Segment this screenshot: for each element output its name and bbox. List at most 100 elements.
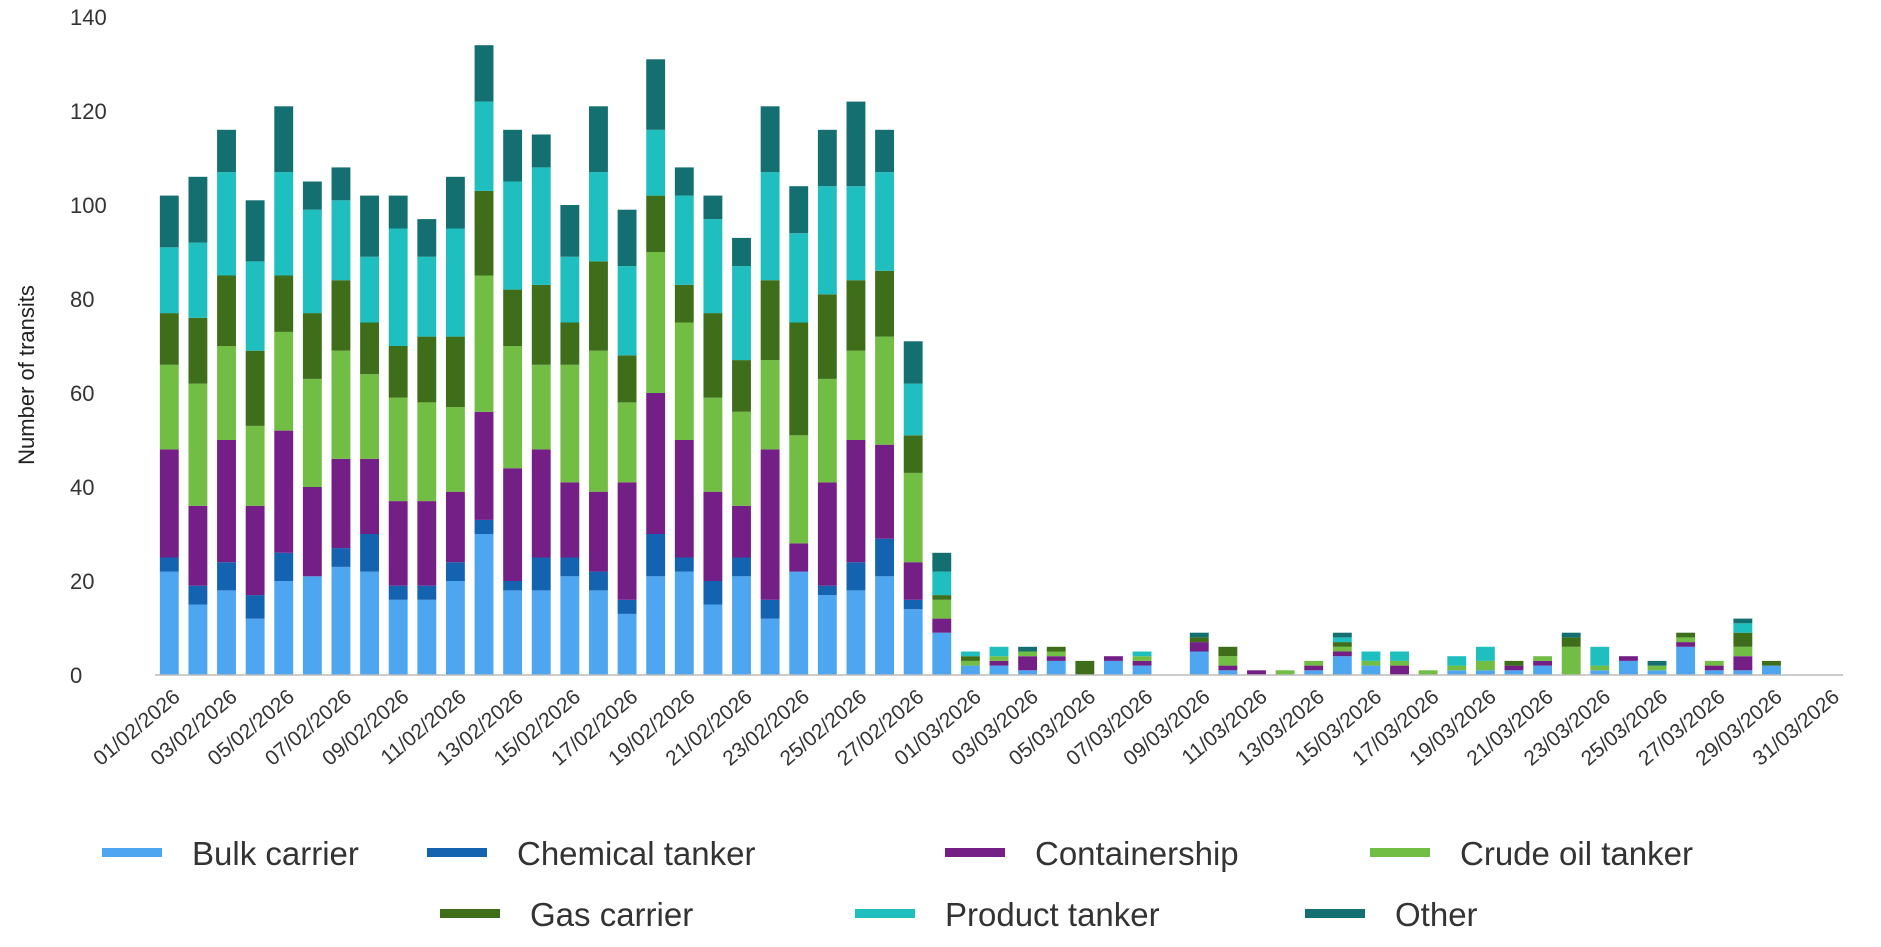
- bar-segment-other: [703, 195, 723, 220]
- bar-segment-crude-oil-tanker: [159, 364, 179, 450]
- bar-segment-product-tanker: [903, 383, 923, 436]
- bar-segment-chemical-tanker: [903, 599, 923, 610]
- bar-segment-crude-oil-tanker: [1275, 670, 1295, 675]
- bar-segment-containership: [1132, 660, 1152, 666]
- bar-segment-containership: [1704, 665, 1724, 671]
- bar-segment-gas-carrier: [1733, 632, 1753, 647]
- bar-segment-chemical-tanker: [646, 534, 666, 577]
- bar-segment-other: [846, 101, 866, 187]
- legend-label-chemical-tanker: Chemical tanker: [517, 835, 755, 872]
- bar-segment-gas-carrier: [903, 435, 923, 473]
- bar-segment-containership: [245, 505, 265, 596]
- bar-segment-product-tanker: [159, 247, 179, 314]
- bar-segment-gas-carrier: [732, 360, 751, 412]
- bar-segment-crude-oil-tanker: [503, 346, 523, 469]
- bar-segment-other: [331, 167, 351, 201]
- bar-segment-product-tanker: [417, 256, 437, 337]
- bar-segment-gas-carrier: [674, 284, 694, 323]
- bar-segment-other: [159, 195, 179, 248]
- bar-segment-crude-oil-tanker: [646, 252, 666, 393]
- bar-segment-other: [560, 205, 580, 257]
- bar-segment-gas-carrier: [875, 270, 894, 337]
- bar-segment-bulk-carrier: [1218, 670, 1238, 675]
- bar-segment-bulk-carrier: [989, 665, 1009, 675]
- legend-swatch-product-tanker: [855, 909, 915, 918]
- bar-segment-product-tanker: [245, 261, 265, 351]
- bar-segment-bulk-carrier: [1533, 665, 1553, 675]
- legend-swatch-crude-oil-tanker: [1370, 848, 1430, 857]
- bars: [159, 45, 1781, 675]
- y-tick-label: 100: [70, 193, 107, 218]
- bar-segment-product-tanker: [531, 167, 551, 285]
- bar-segment-containership: [1676, 642, 1696, 647]
- bar-segment-containership: [331, 458, 351, 549]
- bar-segment-containership: [445, 491, 465, 563]
- bar-segment-crude-oil-tanker: [960, 660, 980, 666]
- bar-segment-bulk-carrier: [1647, 670, 1667, 675]
- bar-segment-bulk-carrier: [1046, 660, 1066, 675]
- bar-segment-crude-oil-tanker: [617, 402, 637, 483]
- bar-segment-other: [474, 45, 494, 102]
- bar-segment-gas-carrier: [1762, 660, 1781, 666]
- bar-segment-gas-carrier: [817, 294, 837, 379]
- bar-segment-containership: [388, 501, 408, 586]
- bar-segment-other: [674, 167, 694, 196]
- bar-segment-gas-carrier: [388, 346, 408, 398]
- bar-segment-product-tanker: [1132, 651, 1152, 657]
- bar-segment-bulk-carrier: [1618, 660, 1638, 675]
- bar-segment-bulk-carrier: [1762, 665, 1781, 675]
- bar-segment-crude-oil-tanker: [1475, 660, 1495, 671]
- bar-segment-bulk-carrier: [360, 571, 380, 675]
- bar-segment-chemical-tanker: [760, 599, 780, 619]
- bar-segment-product-tanker: [388, 228, 408, 346]
- bar-segment-chemical-tanker: [388, 585, 408, 600]
- bar-segment-containership: [789, 543, 809, 572]
- bar-segment-containership: [1247, 670, 1266, 675]
- bar-segment-containership: [989, 660, 1009, 666]
- bar-segment-crude-oil-tanker: [1733, 646, 1753, 657]
- bar-segment-containership: [1304, 665, 1324, 671]
- bar-segment-product-tanker: [1332, 637, 1352, 643]
- bar-segment-gas-carrier: [474, 190, 494, 276]
- bar-segment-product-tanker: [302, 209, 322, 314]
- legend-swatch-containership: [945, 848, 1005, 857]
- bar-segment-bulk-carrier: [932, 632, 952, 675]
- bar-segment-gas-carrier: [846, 280, 866, 351]
- bar-segment-other: [445, 176, 465, 229]
- bar-segment-chemical-tanker: [589, 571, 608, 591]
- bar-segment-bulk-carrier: [617, 613, 637, 675]
- bar-segment-containership: [159, 449, 179, 558]
- bar-segment-chemical-tanker: [445, 562, 465, 581]
- bar-segment-chemical-tanker: [703, 581, 723, 605]
- bar-segment-other: [245, 200, 265, 262]
- y-tick-label: 140: [70, 5, 107, 30]
- bar-segment-gas-carrier: [1676, 632, 1696, 638]
- bar-segment-crude-oil-tanker: [360, 374, 380, 459]
- bar-segment-product-tanker: [188, 242, 208, 318]
- bar-segment-containership: [760, 449, 780, 600]
- bar-segment-crude-oil-tanker: [760, 360, 780, 450]
- bar-segment-gas-carrier: [417, 336, 437, 403]
- bar-segment-bulk-carrier: [760, 618, 780, 675]
- bar-segment-other: [1647, 660, 1667, 666]
- bar-segment-bulk-carrier: [903, 609, 923, 675]
- bar-segment-product-tanker: [703, 219, 723, 314]
- bar-segment-other: [302, 181, 322, 210]
- bar-segment-bulk-carrier: [1189, 651, 1209, 675]
- bar-segment-bulk-carrier: [1361, 665, 1381, 675]
- bar-segment-gas-carrier: [445, 336, 465, 408]
- bar-segment-gas-carrier: [703, 313, 723, 398]
- bar-segment-product-tanker: [560, 256, 580, 323]
- bar-segment-bulk-carrier: [960, 665, 980, 675]
- bar-segment-other: [760, 106, 780, 173]
- bar-segment-crude-oil-tanker: [1132, 656, 1152, 661]
- bar-segment-crude-oil-tanker: [846, 350, 866, 440]
- bar-segment-gas-carrier: [960, 656, 980, 661]
- bar-segment-product-tanker: [360, 256, 380, 323]
- bar-segment-gas-carrier: [789, 322, 809, 436]
- bar-segment-other: [388, 195, 408, 229]
- bar-segment-containership: [1018, 656, 1038, 671]
- y-axis: 0 20 40 60 80 100 120 140: [70, 5, 107, 688]
- bar-segment-other: [817, 129, 837, 187]
- legend-swatch-other: [1305, 909, 1365, 918]
